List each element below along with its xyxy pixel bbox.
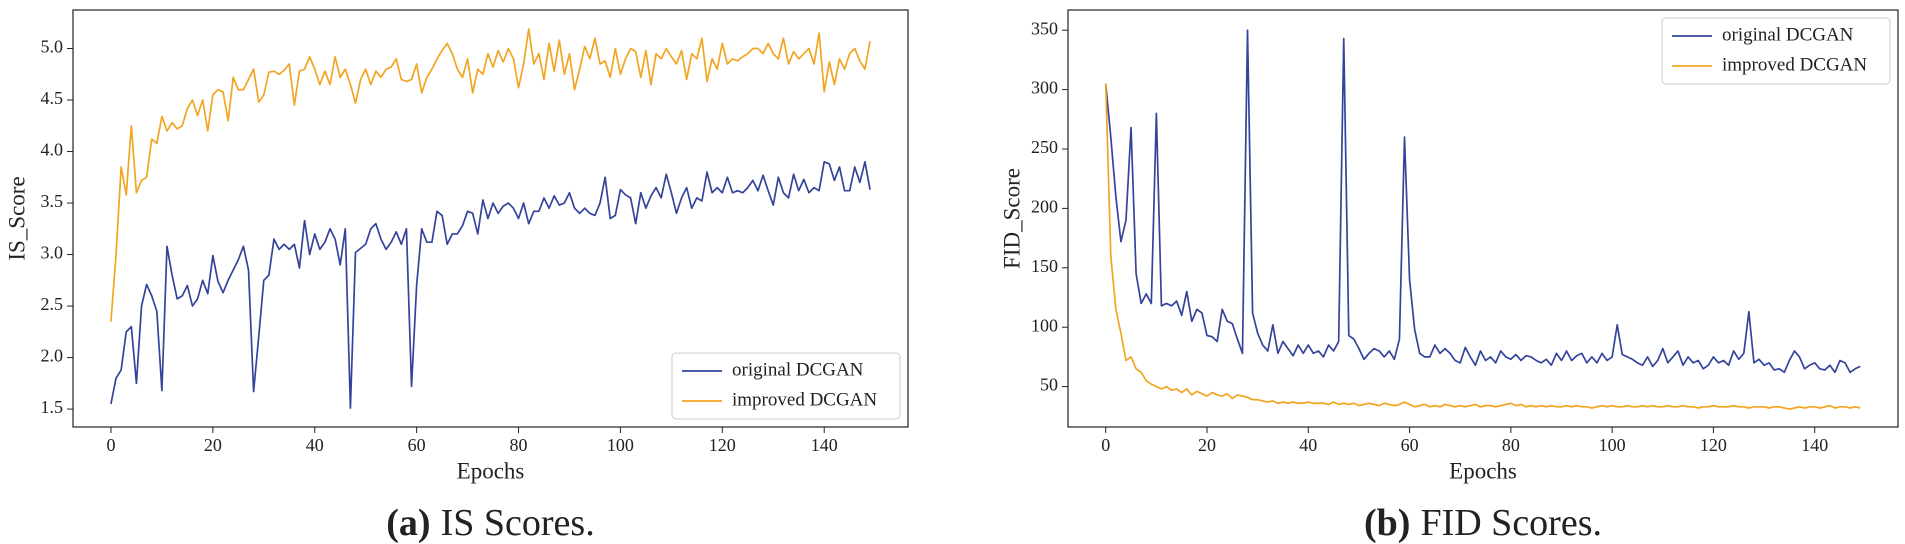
caption-text: FID Scores. <box>1420 502 1602 544</box>
y-tick-label: 250 <box>1031 137 1058 157</box>
x-tick-label: 0 <box>1101 435 1110 455</box>
x-tick-label: 80 <box>510 435 528 455</box>
x-tick-label: 20 <box>204 435 222 455</box>
y-tick-label: 2.0 <box>41 346 64 366</box>
series-line <box>110 28 871 322</box>
x-tick-label: 60 <box>1401 435 1419 455</box>
caption: (b) FID Scores. <box>1364 502 1602 544</box>
caption-text: IS Scores. <box>441 502 595 544</box>
series-line <box>110 160 871 409</box>
y-tick-label: 1.5 <box>41 397 64 417</box>
legend-label: improved DCGAN <box>732 389 877 410</box>
x-tick-label: 100 <box>1599 435 1626 455</box>
y-tick-label: 50 <box>1040 375 1058 395</box>
y-tick-label: 3.5 <box>41 191 64 211</box>
x-axis-label: Epochs <box>457 458 525 483</box>
legend-box <box>1661 17 1891 85</box>
y-tick-label: 4.5 <box>41 88 64 108</box>
caption-label: (b) <box>1364 502 1410 544</box>
x-tick-label: 60 <box>408 435 426 455</box>
series-line <box>1104 83 1861 411</box>
x-axis-label: Epochs <box>1449 458 1517 483</box>
y-axis-label: FID_Score <box>999 168 1024 269</box>
x-tick-label: 120 <box>1700 435 1727 455</box>
legend-label: original DCGAN <box>732 359 864 380</box>
y-tick-label: 5.0 <box>41 37 64 57</box>
legend-box <box>671 352 901 420</box>
y-tick-label: 350 <box>1031 18 1058 38</box>
caption-label: (a) <box>386 502 430 544</box>
x-tick-label: 20 <box>1198 435 1216 455</box>
legend-label: improved DCGAN <box>1722 54 1867 75</box>
y-tick-label: 150 <box>1031 256 1058 276</box>
y-tick-label: 200 <box>1031 197 1058 217</box>
caption: (a) IS Scores. <box>386 502 594 544</box>
x-tick-label: 40 <box>1299 435 1317 455</box>
x-tick-label: 140 <box>1801 435 1828 455</box>
y-tick-label: 3.0 <box>41 243 64 263</box>
y-tick-label: 300 <box>1031 78 1058 98</box>
series-line <box>1104 29 1861 374</box>
y-tick-label: 2.5 <box>41 294 64 314</box>
x-tick-label: 0 <box>106 435 115 455</box>
x-tick-label: 80 <box>1502 435 1520 455</box>
plot-frame <box>72 9 909 428</box>
plot-frame <box>1067 9 1899 428</box>
y-tick-label: 100 <box>1031 315 1058 335</box>
x-tick-label: 40 <box>306 435 324 455</box>
x-tick-label: 100 <box>607 435 634 455</box>
y-tick-label: 4.0 <box>41 140 64 160</box>
y-axis-label: IS_Score <box>4 176 29 260</box>
x-tick-label: 140 <box>811 435 838 455</box>
x-tick-label: 120 <box>709 435 736 455</box>
legend-label: original DCGAN <box>1722 24 1854 45</box>
